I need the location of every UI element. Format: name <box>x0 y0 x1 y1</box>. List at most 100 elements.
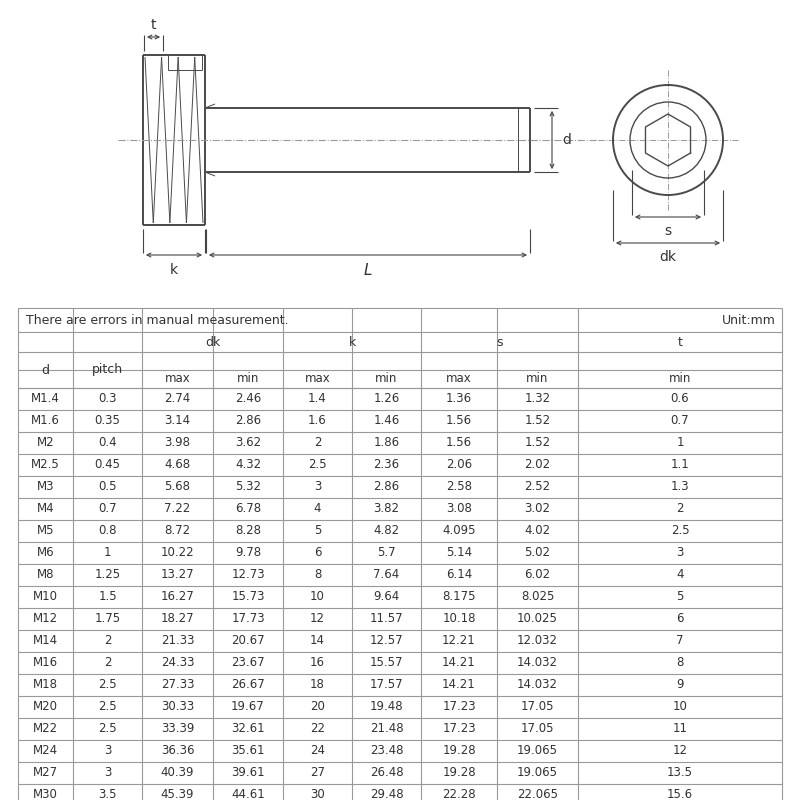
Text: 3.5: 3.5 <box>98 789 117 800</box>
Text: 1.4: 1.4 <box>308 393 327 406</box>
Text: 5: 5 <box>314 525 321 538</box>
Text: 1.52: 1.52 <box>525 414 550 427</box>
Text: 1.75: 1.75 <box>94 613 121 626</box>
Text: 9.64: 9.64 <box>374 590 400 603</box>
Text: 30: 30 <box>310 789 325 800</box>
Text: Unit:mm: Unit:mm <box>722 314 776 326</box>
Text: M4: M4 <box>37 502 54 515</box>
Text: 14.032: 14.032 <box>517 678 558 691</box>
Text: 6.78: 6.78 <box>235 502 261 515</box>
Text: 1.5: 1.5 <box>98 590 117 603</box>
Text: 19.065: 19.065 <box>517 766 558 779</box>
Text: 12: 12 <box>310 613 325 626</box>
Text: 4: 4 <box>314 502 322 515</box>
Text: 3.14: 3.14 <box>165 414 190 427</box>
Text: 26.48: 26.48 <box>370 766 403 779</box>
Text: 45.39: 45.39 <box>161 789 194 800</box>
Text: 0.3: 0.3 <box>98 393 117 406</box>
Text: 0.8: 0.8 <box>98 525 117 538</box>
Text: 23.48: 23.48 <box>370 745 403 758</box>
Text: 17.57: 17.57 <box>370 678 403 691</box>
Text: 1.86: 1.86 <box>374 437 399 450</box>
Text: 1: 1 <box>104 546 111 559</box>
Text: 1.46: 1.46 <box>374 414 400 427</box>
Text: 10: 10 <box>310 590 325 603</box>
Text: min: min <box>526 373 549 386</box>
Text: M3: M3 <box>37 481 54 494</box>
Text: 11.57: 11.57 <box>370 613 403 626</box>
Text: 7: 7 <box>676 634 684 647</box>
Text: 2.36: 2.36 <box>374 458 399 471</box>
Text: 3: 3 <box>104 766 111 779</box>
Text: M27: M27 <box>33 766 58 779</box>
Text: 2.86: 2.86 <box>235 414 261 427</box>
Text: 19.48: 19.48 <box>370 701 403 714</box>
Text: 3: 3 <box>314 481 321 494</box>
Text: M20: M20 <box>33 701 58 714</box>
Text: 19.065: 19.065 <box>517 745 558 758</box>
Text: 8.28: 8.28 <box>235 525 261 538</box>
Text: 0.7: 0.7 <box>98 502 117 515</box>
Text: 1.36: 1.36 <box>446 393 472 406</box>
Text: 5.32: 5.32 <box>235 481 261 494</box>
Text: 8.175: 8.175 <box>442 590 476 603</box>
Text: 33.39: 33.39 <box>161 722 194 735</box>
Text: 26.67: 26.67 <box>231 678 265 691</box>
Text: 4.32: 4.32 <box>235 458 261 471</box>
Text: s: s <box>496 335 502 349</box>
Text: 8.025: 8.025 <box>521 590 554 603</box>
Text: 5.7: 5.7 <box>377 546 396 559</box>
Text: 22.065: 22.065 <box>517 789 558 800</box>
Text: 27: 27 <box>310 766 325 779</box>
Text: There are errors in manual measurement.: There are errors in manual measurement. <box>26 314 289 326</box>
Text: 5.68: 5.68 <box>165 481 190 494</box>
Text: M1.6: M1.6 <box>31 414 60 427</box>
Text: 27.33: 27.33 <box>161 678 194 691</box>
Text: 0.35: 0.35 <box>94 414 121 427</box>
Text: 24.33: 24.33 <box>161 657 194 670</box>
Text: 39.61: 39.61 <box>231 766 265 779</box>
Text: 0.5: 0.5 <box>98 481 117 494</box>
Text: 18.27: 18.27 <box>161 613 194 626</box>
Text: L: L <box>363 263 372 278</box>
Text: 13.27: 13.27 <box>161 569 194 582</box>
Text: d: d <box>42 363 50 377</box>
Text: 2.5: 2.5 <box>98 722 117 735</box>
Text: 3.82: 3.82 <box>374 502 399 515</box>
Text: 2.06: 2.06 <box>446 458 472 471</box>
Text: 29.48: 29.48 <box>370 789 403 800</box>
Text: 18: 18 <box>310 678 325 691</box>
Text: 12.57: 12.57 <box>370 634 403 647</box>
Text: max: max <box>305 373 330 386</box>
Text: max: max <box>165 373 190 386</box>
Text: 17.23: 17.23 <box>442 701 476 714</box>
Text: 15.57: 15.57 <box>370 657 403 670</box>
Text: 22: 22 <box>310 722 325 735</box>
Text: M5: M5 <box>37 525 54 538</box>
Text: 1.56: 1.56 <box>446 414 472 427</box>
Text: 3.98: 3.98 <box>165 437 190 450</box>
Text: M16: M16 <box>33 657 58 670</box>
Text: 4.02: 4.02 <box>525 525 550 538</box>
Text: 10: 10 <box>673 701 687 714</box>
Text: 14.21: 14.21 <box>442 678 476 691</box>
Text: 23.67: 23.67 <box>231 657 265 670</box>
Text: max: max <box>446 373 472 386</box>
Text: 5.02: 5.02 <box>525 546 550 559</box>
Text: 19.67: 19.67 <box>231 701 265 714</box>
Text: 20.67: 20.67 <box>231 634 265 647</box>
Text: 32.61: 32.61 <box>231 722 265 735</box>
Text: M8: M8 <box>37 569 54 582</box>
Text: 35.61: 35.61 <box>231 745 265 758</box>
Text: 2: 2 <box>104 657 111 670</box>
Text: 15.73: 15.73 <box>231 590 265 603</box>
Text: min: min <box>669 373 691 386</box>
Text: k: k <box>348 335 356 349</box>
Text: M2: M2 <box>37 437 54 450</box>
Text: 6: 6 <box>676 613 684 626</box>
Text: pitch: pitch <box>92 363 123 377</box>
Text: 12.73: 12.73 <box>231 569 265 582</box>
Text: 1.32: 1.32 <box>525 393 550 406</box>
Text: M14: M14 <box>33 634 58 647</box>
Text: 2.52: 2.52 <box>525 481 550 494</box>
